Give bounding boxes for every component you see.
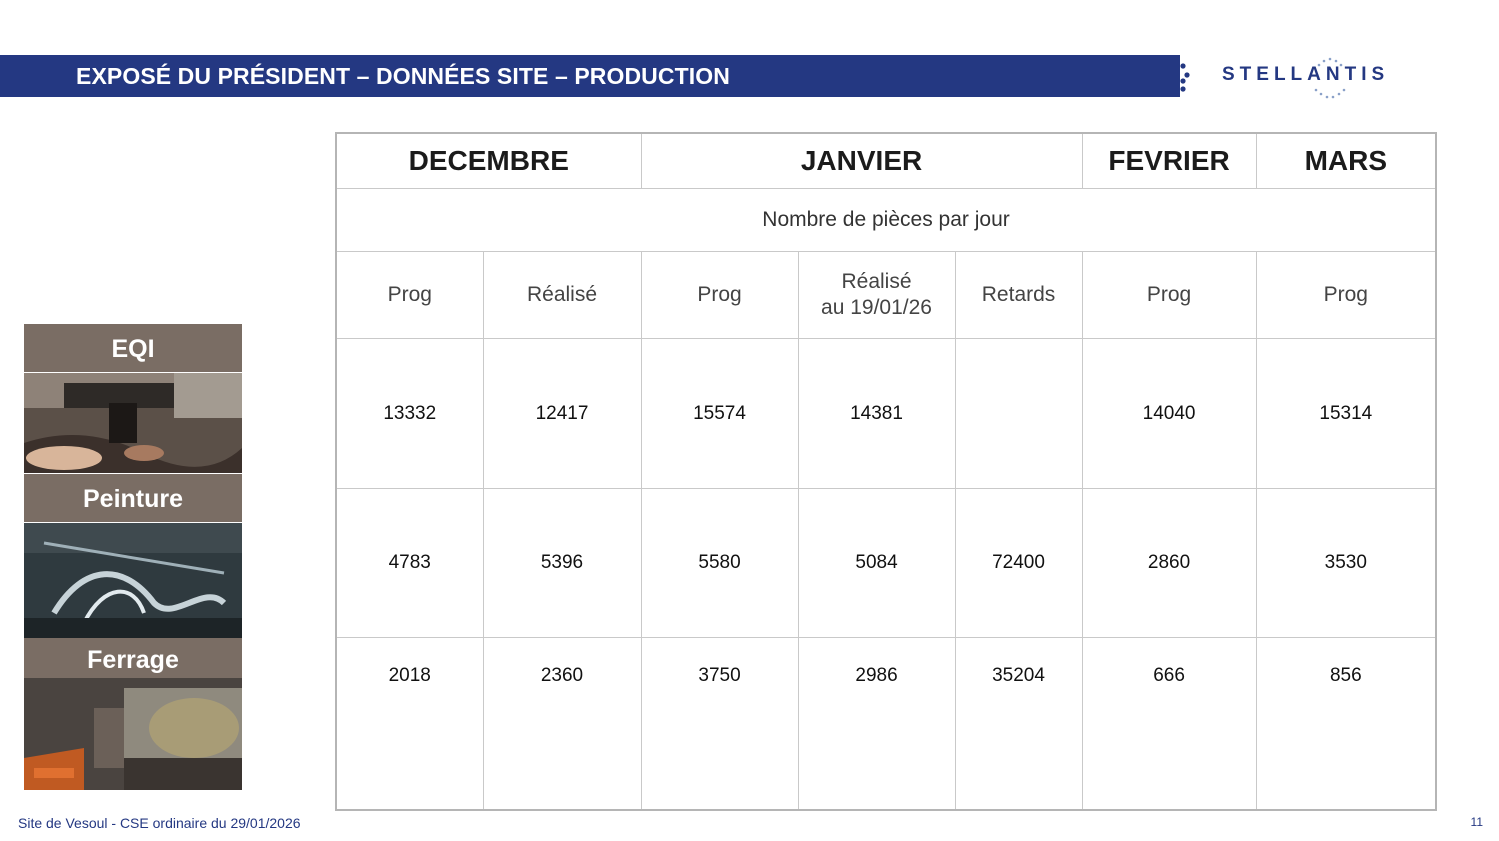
table-cell: 3750 — [640, 637, 799, 811]
table-cell: 14040 — [1081, 338, 1257, 489]
table-cell — [954, 338, 1083, 489]
table-cell: 72400 — [954, 488, 1083, 638]
table-cell: 2360 — [482, 637, 642, 811]
workshop-panel: EQI Peinture Ferrage — [24, 324, 244, 790]
column-header-prog: Prog — [1255, 251, 1438, 339]
unit-row: Nombre de pièces par jour — [334, 188, 1438, 252]
table-cell: 35204 — [954, 637, 1083, 811]
table-cell: 5084 — [797, 488, 956, 638]
footer-site-info: Site de Vesoul - CSE ordinaire du 29/01/… — [18, 815, 301, 831]
table-cell: 4783 — [335, 488, 484, 638]
month-header-fevrier: FEVRIER — [1081, 132, 1257, 189]
column-header-prog: Prog — [335, 251, 484, 339]
section-label-ferrage: Ferrage — [24, 638, 242, 678]
section-label-peinture: Peinture — [24, 474, 242, 522]
column-header-realise: Réalisé — [482, 251, 642, 339]
month-header-decembre: DECEMBRE — [334, 132, 642, 189]
eqi-photo — [24, 373, 242, 473]
production-table: DECEMBRE JANVIER FEVRIER MARS Nombre de … — [334, 132, 1438, 811]
section-label-eqi: EQI — [24, 324, 242, 372]
table-cell: 15314 — [1255, 338, 1438, 489]
peinture-photo — [24, 523, 242, 639]
ferrage-photo — [24, 678, 242, 790]
table-cell: 856 — [1255, 637, 1438, 811]
table-row-ferrage: 2018 2360 3750 2986 35204 666 856 — [335, 637, 1438, 811]
month-header-mars: MARS — [1255, 132, 1438, 189]
table-cell: 14381 — [797, 338, 956, 489]
brand-dots-icon — [1173, 58, 1190, 97]
page-title: EXPOSÉ DU PRÉSIDENT – DONNÉES SITE – PRO… — [76, 63, 730, 89]
table-cell: 12417 — [482, 338, 642, 489]
table-row-peinture: 4783 5396 5580 5084 72400 2860 3530 — [335, 488, 1438, 638]
table-cell: 2018 — [335, 637, 484, 811]
column-header-prog: Prog — [1081, 251, 1257, 339]
month-header-janvier: JANVIER — [640, 132, 1083, 189]
column-header-row: Prog Réalisé Prog Réalisé au 19/01/26 Re… — [335, 251, 1438, 339]
column-header-realise-date: Réalisé au 19/01/26 — [797, 251, 956, 339]
column-header-prog: Prog — [640, 251, 799, 339]
table-cell: 3530 — [1255, 488, 1438, 638]
header-banner: EXPOSÉ DU PRÉSIDENT – DONNÉES SITE – PRO… — [0, 55, 1180, 97]
page-number: 11 — [1470, 815, 1483, 829]
table-cell: 5396 — [482, 488, 642, 638]
table-row-eqi: 13332 12417 15574 14381 14040 15314 — [335, 338, 1438, 489]
month-header-row: DECEMBRE JANVIER FEVRIER MARS — [334, 132, 1438, 189]
table-cell: 5580 — [640, 488, 799, 638]
table-cell: 2986 — [797, 637, 956, 811]
stellantis-logo: STELLANTIS — [1222, 64, 1390, 85]
unit-label: Nombre de pièces par jour — [334, 188, 1438, 252]
column-header-retards: Retards — [954, 251, 1083, 339]
table-cell: 13332 — [335, 338, 484, 489]
table-cell: 15574 — [640, 338, 799, 489]
table-cell: 2860 — [1081, 488, 1257, 638]
table-cell: 666 — [1081, 637, 1257, 811]
stellantis-logo-ornament-icon — [1314, 57, 1346, 99]
